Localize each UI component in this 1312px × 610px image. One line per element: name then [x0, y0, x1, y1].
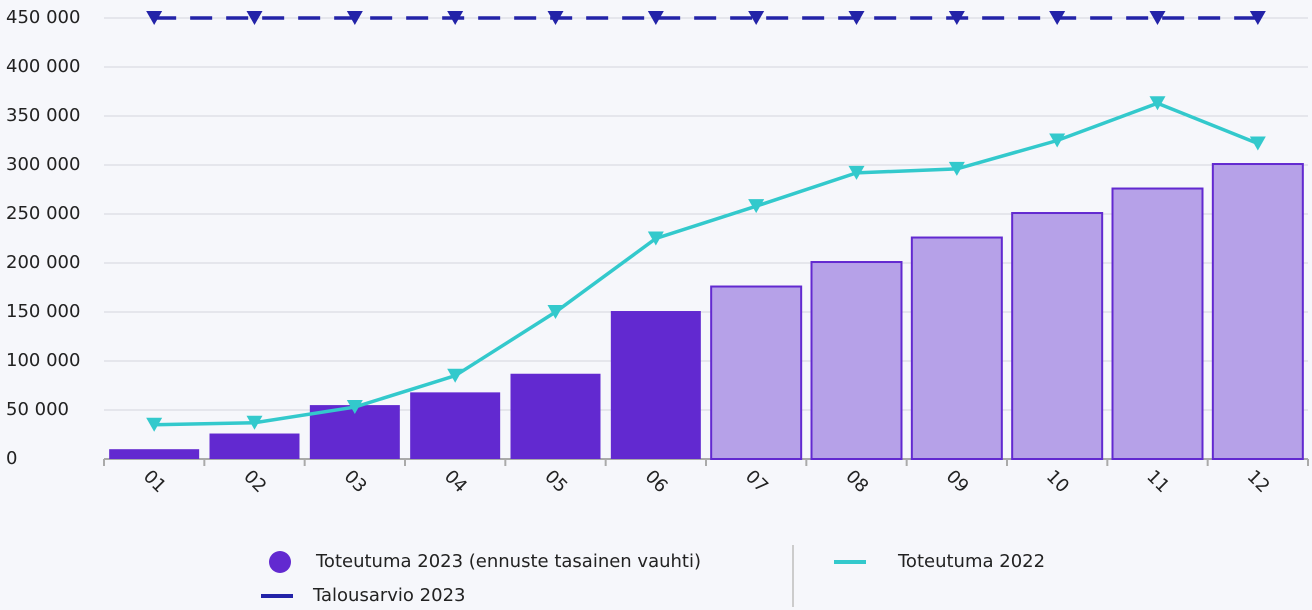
legend-swatch — [269, 551, 291, 573]
bar — [209, 433, 300, 459]
marker — [748, 199, 765, 214]
marker — [848, 11, 865, 25]
marker — [1149, 11, 1166, 25]
y-tick-label: 350 000 — [6, 105, 80, 126]
marker — [647, 11, 664, 25]
x-tick-label: 09 — [942, 466, 973, 497]
bar — [1011, 212, 1104, 460]
bar — [1111, 187, 1204, 461]
y-tick-label: 50 000 — [6, 399, 69, 420]
bar — [1211, 163, 1304, 461]
x-tick-label: 12 — [1243, 466, 1274, 497]
bar — [109, 449, 200, 459]
bar — [410, 392, 501, 459]
x-tick-label: 03 — [340, 466, 371, 497]
x-tick-label: 08 — [841, 466, 872, 497]
bar — [309, 405, 400, 459]
x-tick-label: 06 — [641, 466, 672, 497]
y-tick-label: 100 000 — [6, 350, 80, 371]
y-tick-label: 250 000 — [6, 203, 80, 224]
legend-label: Toteutuma 2022 — [897, 551, 1045, 572]
bar — [910, 236, 1003, 460]
marker — [1249, 136, 1266, 151]
x-tick-label: 07 — [741, 466, 772, 497]
y-tick-label: 450 000 — [6, 7, 80, 28]
y-tick-label: 150 000 — [6, 301, 80, 322]
legend-label: Talousarvio 2023 — [312, 585, 465, 606]
marker — [346, 400, 363, 415]
marker — [948, 161, 965, 176]
marker — [748, 11, 765, 25]
marker — [948, 11, 965, 25]
marker — [246, 415, 263, 430]
marker — [447, 11, 464, 25]
x-tick-label: 01 — [139, 466, 170, 497]
marker — [246, 11, 263, 25]
bar — [710, 285, 803, 460]
marker — [1049, 133, 1066, 148]
line — [154, 101, 1259, 427]
y-tick-label: 200 000 — [6, 252, 80, 273]
marker — [146, 417, 163, 432]
marker — [647, 231, 664, 246]
bar — [510, 373, 601, 459]
bar — [610, 311, 701, 459]
marker — [1149, 96, 1166, 111]
marker — [547, 305, 564, 319]
marker — [1249, 11, 1266, 25]
marker — [447, 368, 464, 383]
marker — [146, 11, 163, 25]
legend-label: Toteutuma 2023 (ennuste tasainen vauhti) — [315, 551, 701, 572]
x-tick-label: 04 — [440, 466, 471, 497]
marker — [848, 165, 865, 180]
marker — [1049, 11, 1066, 25]
y-tick-label: 400 000 — [6, 56, 80, 77]
x-tick-label: 02 — [239, 466, 270, 497]
x-tick-label: 05 — [540, 466, 571, 497]
marker — [547, 11, 564, 25]
x-tick-label: 10 — [1042, 466, 1073, 497]
y-tick-label: 300 000 — [6, 154, 80, 175]
bar — [810, 261, 903, 460]
x-tick-label: 11 — [1142, 466, 1173, 497]
marker — [346, 11, 363, 25]
y-tick-label: 0 — [6, 448, 17, 469]
